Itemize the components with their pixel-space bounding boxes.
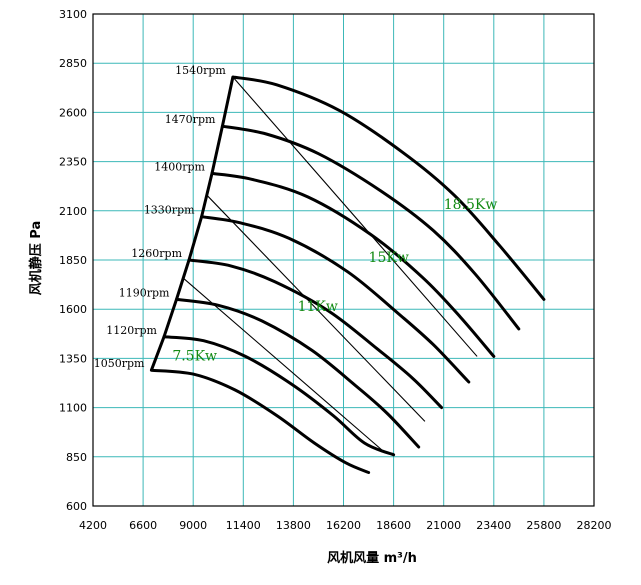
rpm-label: 1120rpm — [106, 324, 157, 337]
y-axis-title: 风机静压 Pa — [28, 221, 44, 295]
x-tick-labels: 4200 6600 9000 11400 13800 16200 18600 21000 234… — [79, 519, 612, 532]
x-tick-label: 16200 — [326, 519, 361, 532]
y-tick-labels: 600 850 1100 1350 1600 1850 2100 2350 2600 2850 31… — [59, 8, 87, 513]
plot-frame — [92, 13, 595, 507]
y-tick-label: 2850 — [59, 57, 87, 70]
rpm-curve-1400rpm — [210, 171, 496, 358]
power-label: 11Kw — [298, 299, 338, 315]
x-tick-label: 23400 — [476, 519, 511, 532]
rpm-label: 1540rpm — [175, 64, 226, 77]
x-axis-title: 风机风量 m³/h — [327, 550, 417, 566]
y-tick-label: 2350 — [59, 156, 87, 169]
rpm-curve-1540rpm — [231, 75, 546, 301]
x-tick-label: 6600 — [129, 519, 157, 532]
rpm-label: 1190rpm — [119, 286, 170, 299]
y-tick-label: 850 — [66, 451, 87, 464]
y-tick-label: 1850 — [59, 254, 87, 267]
rpm-curve-1330rpm — [200, 215, 471, 384]
y-tick-label: 1100 — [59, 402, 87, 415]
y-tick-label: 600 — [66, 500, 87, 513]
rpm-labels: 1540rpm 1470rpm 1400rpm 1330rpm 1260rpm 1190r… — [94, 64, 227, 370]
y-tick-label: 1350 — [59, 352, 87, 365]
y-tick-label: 3100 — [59, 8, 87, 21]
y-tick-label: 2100 — [59, 205, 87, 218]
power-label: 7.5Kw — [172, 348, 217, 364]
rpm-curve-1190rpm — [175, 297, 421, 449]
rpm-label: 1470rpm — [165, 113, 216, 126]
rpm-label: 1330rpm — [144, 204, 195, 217]
power-label: 15Kw — [369, 250, 409, 266]
power-label: 18.5Kw — [444, 197, 498, 213]
rpm-curve-1470rpm — [220, 124, 521, 331]
x-tick-label: 25800 — [526, 519, 561, 532]
x-tick-label: 9000 — [179, 519, 207, 532]
power-lines — [182, 76, 478, 454]
power-line — [232, 76, 478, 357]
power-labels: 18.5Kw 15Kw 11Kw 7.5Kw — [172, 197, 497, 365]
rpm-label: 1400rpm — [154, 160, 205, 173]
y-tick-label: 1600 — [59, 303, 87, 316]
x-tick-label: 11400 — [226, 519, 261, 532]
rpm-curve-1120rpm — [162, 335, 396, 457]
x-tick-label: 13800 — [276, 519, 311, 532]
rpm-label: 1050rpm — [94, 357, 145, 370]
x-tick-label: 18600 — [376, 519, 411, 532]
power-line — [206, 194, 426, 422]
grid-lines — [92, 13, 595, 507]
x-tick-label: 21000 — [426, 519, 461, 532]
x-tick-label: 4200 — [79, 519, 107, 532]
rpm-curve-1050rpm — [149, 368, 371, 474]
rpm-label: 1260rpm — [131, 247, 182, 260]
left-boundary-line — [149, 76, 235, 371]
power-line — [182, 277, 386, 454]
rpm-curve-1260rpm — [187, 258, 444, 410]
y-tick-label: 2600 — [59, 106, 87, 119]
x-tick-label: 28200 — [577, 519, 612, 532]
rpm-curves — [149, 75, 546, 474]
